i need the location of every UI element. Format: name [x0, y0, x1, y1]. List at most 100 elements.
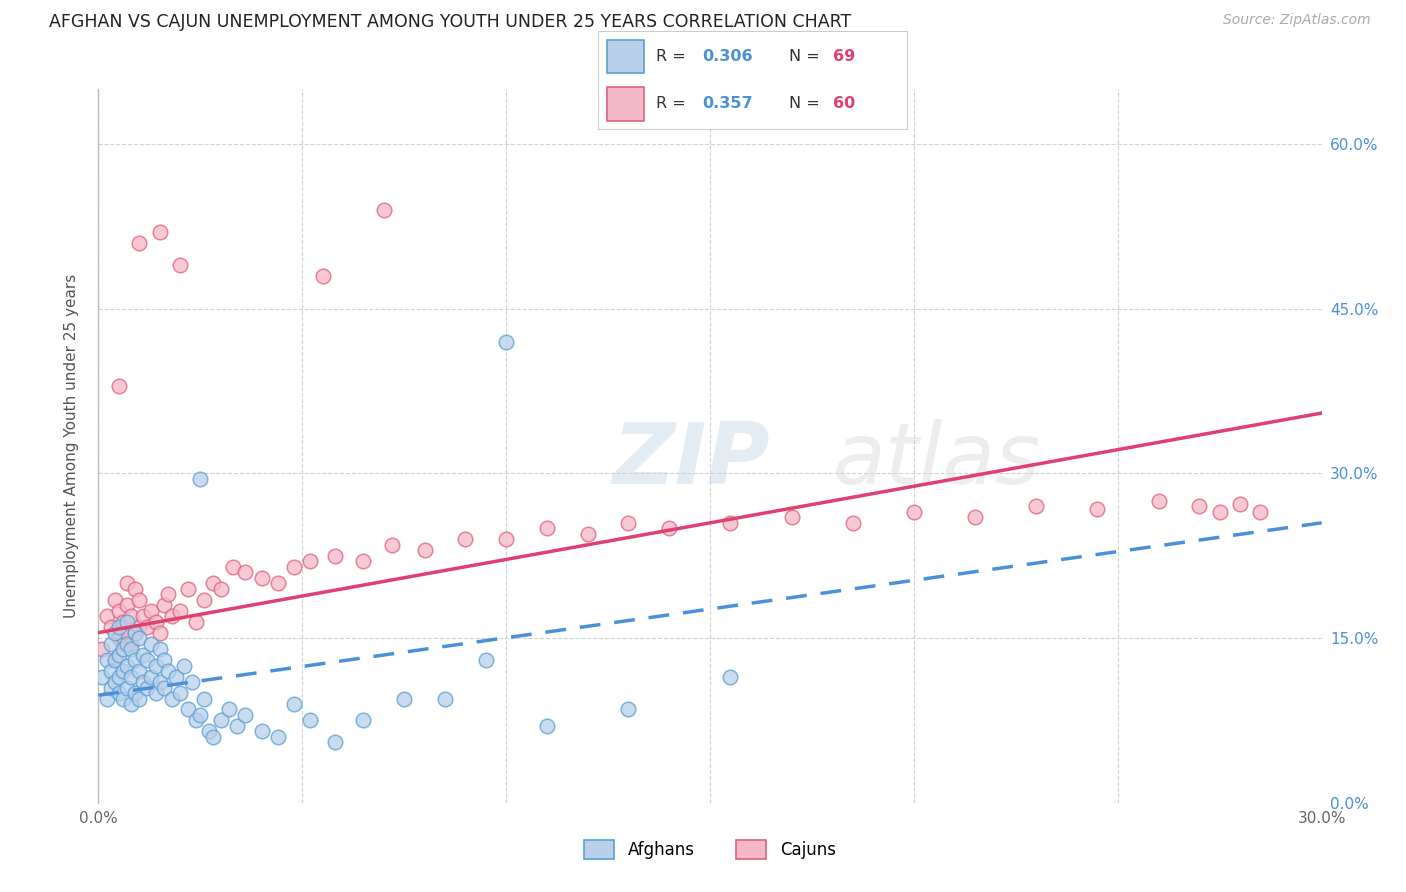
Point — [111, 691, 134, 706]
Point — [617, 516, 640, 530]
Point — [156, 587, 179, 601]
Point — [149, 642, 172, 657]
Point — [193, 592, 215, 607]
Text: R =: R = — [657, 95, 692, 111]
Point — [124, 653, 146, 667]
Point — [100, 637, 122, 651]
Point — [188, 472, 212, 486]
Point — [152, 681, 174, 695]
Point — [283, 697, 305, 711]
Point — [181, 675, 204, 690]
Point — [903, 505, 925, 519]
Point — [186, 615, 208, 629]
Point — [474, 653, 498, 667]
Text: 0.357: 0.357 — [703, 95, 754, 111]
Point — [132, 648, 155, 662]
Point — [108, 604, 131, 618]
Point — [104, 592, 127, 607]
Point — [299, 714, 322, 728]
Point — [156, 664, 179, 678]
Point — [186, 714, 208, 728]
Point — [1229, 497, 1251, 511]
Point — [617, 702, 640, 716]
Point — [120, 637, 142, 651]
Point — [115, 576, 138, 591]
Point — [780, 510, 803, 524]
Point — [1025, 500, 1047, 514]
Point — [128, 235, 150, 250]
Text: 60: 60 — [832, 95, 855, 111]
Text: AFGHAN VS CAJUN UNEMPLOYMENT AMONG YOUTH UNDER 25 YEARS CORRELATION CHART: AFGHAN VS CAJUN UNEMPLOYMENT AMONG YOUTH… — [49, 13, 852, 31]
Point — [108, 620, 131, 634]
Point — [188, 708, 212, 723]
Text: N =: N = — [789, 49, 825, 63]
Point — [120, 609, 142, 624]
Point — [250, 571, 273, 585]
Point — [160, 691, 183, 706]
Point — [201, 730, 224, 744]
Point — [536, 719, 558, 733]
Point — [141, 604, 163, 618]
Point — [1249, 505, 1271, 519]
Point — [160, 609, 183, 624]
Text: ZIP: ZIP — [612, 418, 770, 502]
Point — [108, 669, 131, 683]
Point — [136, 620, 159, 634]
Point — [1188, 500, 1211, 514]
Point — [91, 642, 114, 657]
Point — [115, 625, 138, 640]
Point — [267, 576, 290, 591]
Text: 0.306: 0.306 — [703, 49, 754, 63]
Point — [111, 637, 134, 651]
Point — [267, 730, 290, 744]
Point — [128, 664, 150, 678]
Point — [352, 714, 374, 728]
Text: atlas: atlas — [832, 418, 1040, 502]
Point — [169, 686, 191, 700]
Point — [149, 675, 172, 690]
Point — [193, 691, 215, 706]
Point — [120, 642, 142, 657]
Point — [381, 538, 404, 552]
Point — [96, 653, 118, 667]
Point — [658, 521, 681, 535]
Point — [250, 724, 273, 739]
Point — [209, 582, 232, 596]
Bar — [607, 40, 644, 73]
Point — [104, 653, 127, 667]
Bar — [607, 87, 644, 120]
Point — [434, 691, 457, 706]
Point — [111, 664, 134, 678]
Point — [115, 681, 138, 695]
Point — [115, 598, 138, 612]
Point — [323, 735, 346, 749]
Text: Source: ZipAtlas.com: Source: ZipAtlas.com — [1223, 13, 1371, 28]
Point — [115, 658, 138, 673]
Y-axis label: Unemployment Among Youth under 25 years: Unemployment Among Youth under 25 years — [65, 274, 79, 618]
Point — [965, 510, 987, 524]
Point — [454, 533, 477, 547]
Point — [149, 625, 172, 640]
Point — [145, 658, 167, 673]
Point — [218, 702, 240, 716]
Point — [100, 664, 122, 678]
Point — [111, 642, 134, 657]
Point — [100, 681, 122, 695]
Point — [96, 609, 118, 624]
Point — [1209, 505, 1232, 519]
Point — [233, 708, 256, 723]
Point — [495, 533, 517, 547]
Text: 69: 69 — [832, 49, 855, 63]
Point — [96, 691, 118, 706]
Point — [136, 681, 159, 695]
Point — [165, 669, 187, 683]
Text: R =: R = — [657, 49, 692, 63]
Point — [124, 625, 146, 640]
Point — [145, 615, 167, 629]
Point — [120, 697, 142, 711]
Point — [141, 669, 163, 683]
Point — [124, 582, 146, 596]
Point — [392, 691, 416, 706]
Point — [152, 598, 174, 612]
Point — [226, 719, 249, 733]
